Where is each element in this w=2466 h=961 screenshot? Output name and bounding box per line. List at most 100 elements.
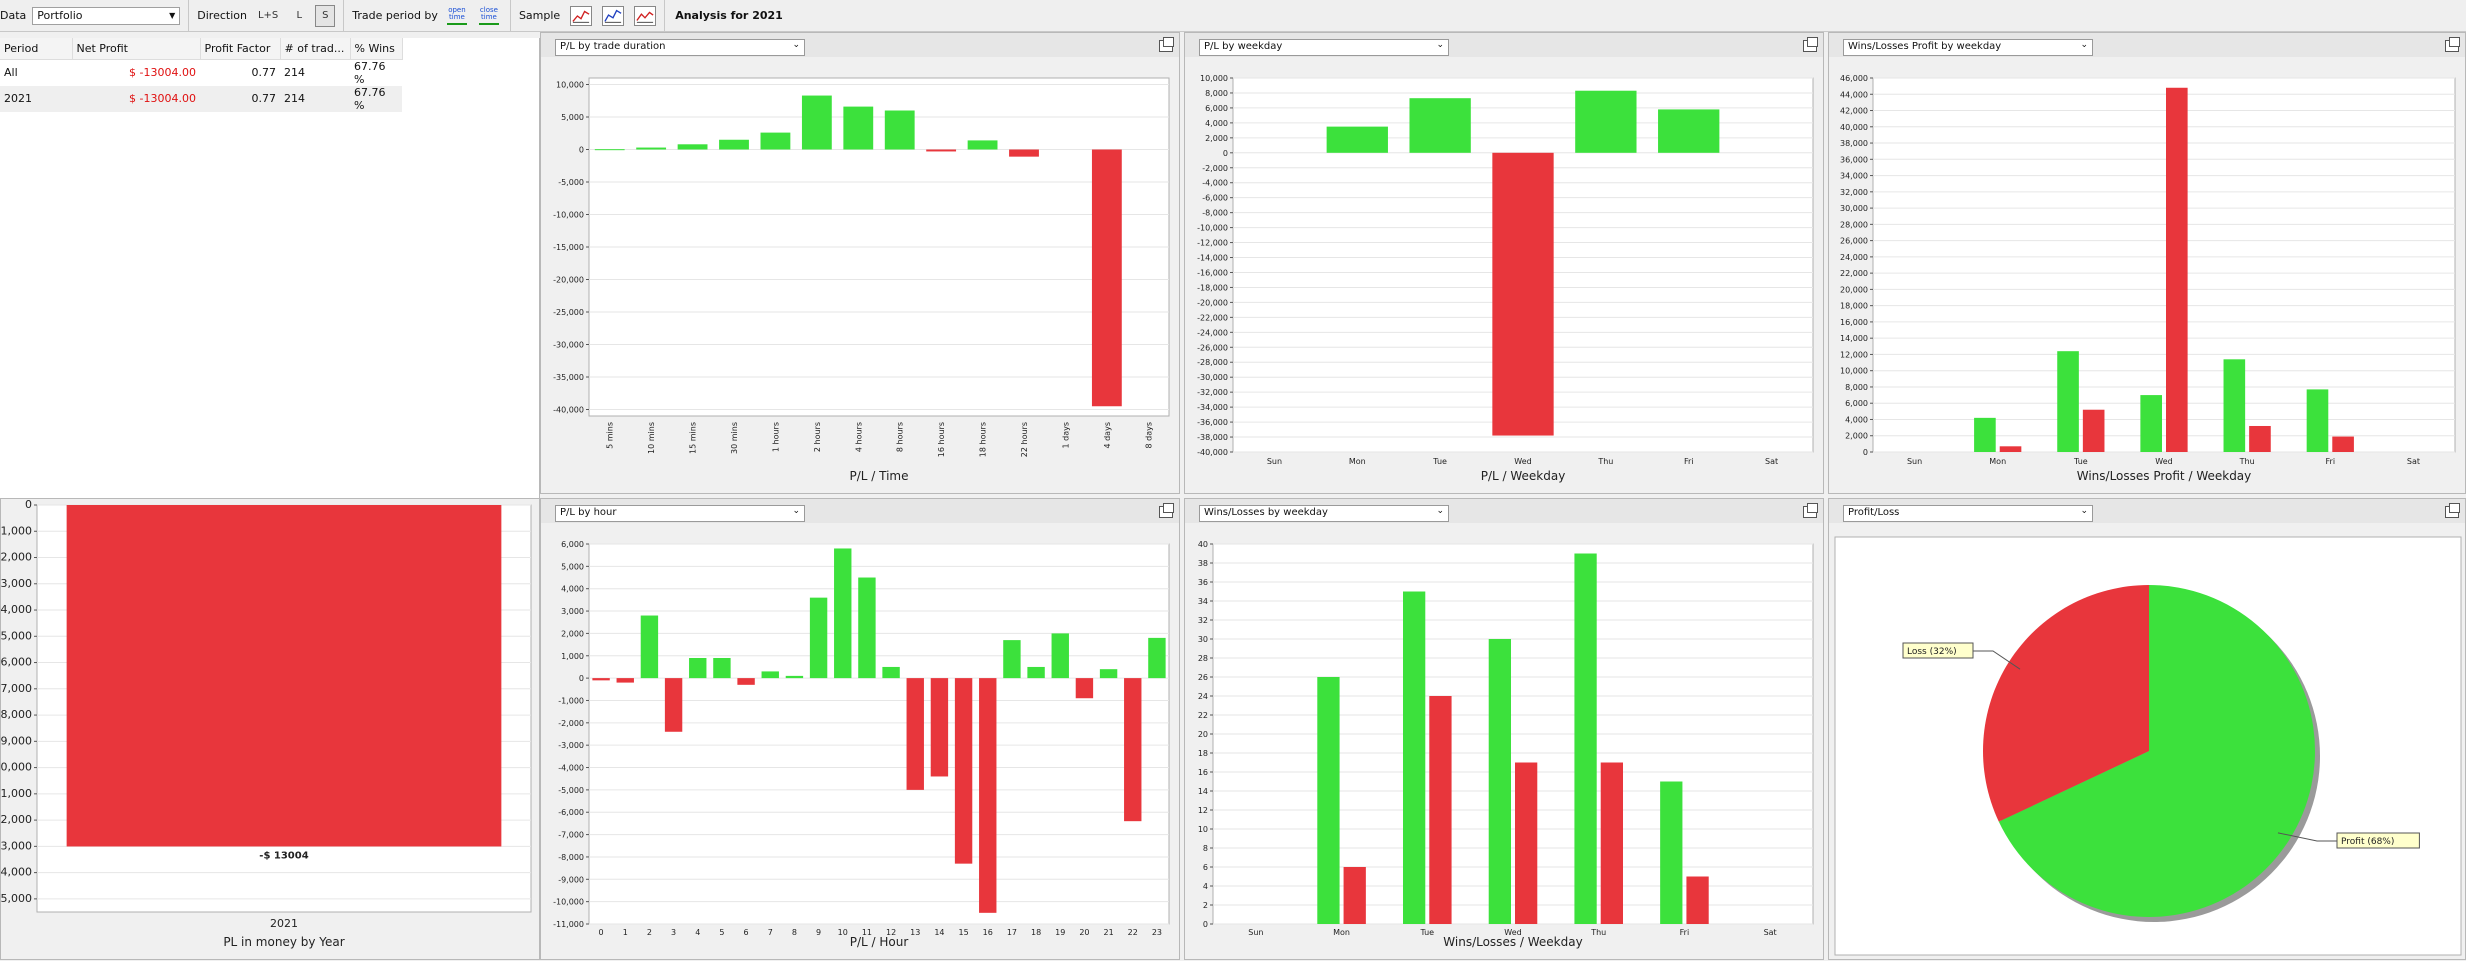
results-table: Period Net Profit Profit Factor # of tra…	[0, 38, 540, 498]
y-tick-label: 0	[1223, 149, 1228, 158]
maximize-icon[interactable]	[2445, 503, 2460, 518]
y-tick-label: 14,000	[1840, 334, 1868, 343]
maximize-icon[interactable]	[1159, 37, 1174, 52]
column-header-num-trades[interactable]: # of trad...	[280, 38, 351, 60]
bar	[1027, 666, 1045, 679]
maximize-icon[interactable]	[1159, 503, 1174, 518]
open-time-label: open time	[448, 5, 466, 21]
y-tick-label: 4,000	[1845, 415, 1868, 424]
bar-wins	[1574, 553, 1597, 924]
x-tick-label: 30 mins	[730, 422, 739, 454]
y-tick-label: 0	[579, 146, 584, 155]
table-row[interactable]: 2021 $ -13004.00 0.77 214 67.76 %	[0, 85, 402, 112]
y-tick-label: 18,000	[1840, 302, 1868, 311]
pie-slice	[1983, 585, 2149, 822]
y-tick-label: 32,000	[1840, 188, 1868, 197]
bar-losses	[1515, 762, 1538, 924]
x-tick-label: 20	[1079, 928, 1089, 937]
sample-in-icon[interactable]	[570, 5, 593, 26]
x-axis-title: P/L / Weekday	[1481, 469, 1566, 483]
y-tick-label: -11,000	[553, 920, 584, 929]
bar	[1575, 90, 1637, 153]
maximize-icon[interactable]	[2445, 37, 2460, 52]
y-tick-label: 0	[579, 674, 584, 683]
bar	[760, 132, 791, 150]
bar	[66, 505, 502, 847]
y-tick-label: -35,000	[553, 373, 584, 382]
y-tick-label: -10,000	[1, 761, 32, 774]
x-tick-label: 4 days	[1103, 422, 1112, 449]
x-tick-label: Thu	[2239, 457, 2255, 466]
chart-type-select[interactable]: P/L by weekday ⌄	[1199, 39, 1449, 56]
x-axis-title: P/L / Time	[849, 469, 908, 483]
column-header-wins[interactable]: % Wins	[350, 38, 403, 60]
trade-period-group: Trade period by open time close time	[344, 0, 511, 32]
x-tick-label: 1 hours	[771, 422, 780, 452]
y-tick-label: 46,000	[1840, 74, 1868, 83]
y-tick-label: 24	[1198, 692, 1208, 701]
y-tick-label: 4,000	[561, 585, 584, 594]
close-time-button[interactable]: close time	[476, 5, 502, 27]
y-tick-label: 34	[1198, 597, 1208, 606]
chart-type-select[interactable]: P/L by hour ⌄	[555, 505, 805, 522]
y-tick-label: 8,000	[1845, 383, 1868, 392]
y-tick-label: 40	[1198, 540, 1208, 549]
direction-l-button[interactable]: L	[296, 10, 303, 21]
y-tick-label: -2,000	[1, 551, 32, 564]
y-tick-label: 10,000	[1840, 367, 1868, 376]
sample-all-icon[interactable]	[634, 5, 657, 26]
x-tick-label: 17	[1007, 928, 1017, 937]
bar	[1075, 678, 1094, 699]
pie-leader-line	[1973, 650, 2021, 670]
y-tick-label: -3,000	[558, 741, 584, 750]
y-tick-label: 8	[1203, 844, 1208, 853]
pie-label-box	[1902, 642, 1974, 659]
direction-s-button[interactable]: S	[315, 4, 336, 27]
column-header-period[interactable]: Period	[0, 38, 73, 60]
x-tick-label: Mon	[1349, 457, 1366, 466]
maximize-icon[interactable]	[1803, 503, 1818, 518]
y-tick-label: -40,000	[553, 406, 584, 415]
bar-losses	[1429, 696, 1452, 924]
bar	[858, 577, 876, 679]
chart-type-select[interactable]: Profit/Loss ⌄	[1843, 505, 2093, 522]
y-tick-label: 5,000	[561, 562, 584, 571]
bar	[979, 678, 997, 913]
open-time-button[interactable]: open time	[444, 5, 470, 27]
x-tick-label: 5	[719, 928, 724, 937]
chart-type-select[interactable]: Wins/Losses Profit by weekday ⌄	[1843, 39, 2093, 56]
maximize-icon[interactable]	[1803, 37, 1818, 52]
direction-group: Direction L+S L S	[189, 0, 345, 32]
x-tick-label: Tue	[2073, 457, 2088, 466]
direction-ls-button[interactable]: L+S	[257, 10, 279, 21]
bar-losses	[1999, 446, 2022, 452]
chart-type-select[interactable]: P/L by trade duration ⌄	[555, 39, 805, 56]
column-header-profit-factor[interactable]: Profit Factor	[200, 38, 281, 60]
y-tick-label: -18,000	[1197, 283, 1228, 292]
table-row[interactable]: All $ -13004.00 0.77 214 67.76 %	[0, 59, 402, 86]
analysis-title: Analysis for 2021	[675, 9, 783, 22]
x-tick-label: Mon	[1333, 928, 1350, 937]
sample-out-icon[interactable]	[602, 5, 625, 26]
y-tick-label: -10,000	[1197, 224, 1228, 233]
chart-type-select[interactable]: Wins/Losses by weekday ⌄	[1199, 505, 1449, 522]
y-tick-label: 2	[1203, 901, 1208, 910]
y-tick-label: -8,000	[1, 708, 32, 721]
chevron-down-icon: ⌄	[792, 40, 800, 50]
bar-wins	[2223, 359, 2246, 452]
y-tick-label: 6,000	[1845, 399, 1868, 408]
panel-header: P/L by trade duration ⌄	[541, 33, 1179, 57]
y-tick-label: -3,000	[1, 577, 32, 590]
y-tick-label: -12,000	[1197, 239, 1228, 248]
arrow-right-icon	[478, 22, 499, 25]
y-tick-label: -9,000	[558, 875, 584, 884]
bar	[677, 144, 708, 150]
bar	[834, 548, 852, 679]
column-header-net-profit[interactable]: Net Profit	[72, 38, 201, 60]
data-select[interactable]: Portfolio ▼	[32, 6, 181, 25]
x-tick-label: 16	[983, 928, 993, 937]
y-tick-label: -10,000	[553, 898, 584, 907]
bar	[801, 95, 832, 150]
bar-wins	[2140, 395, 2162, 452]
x-tick-label: 8 hours	[896, 422, 905, 452]
